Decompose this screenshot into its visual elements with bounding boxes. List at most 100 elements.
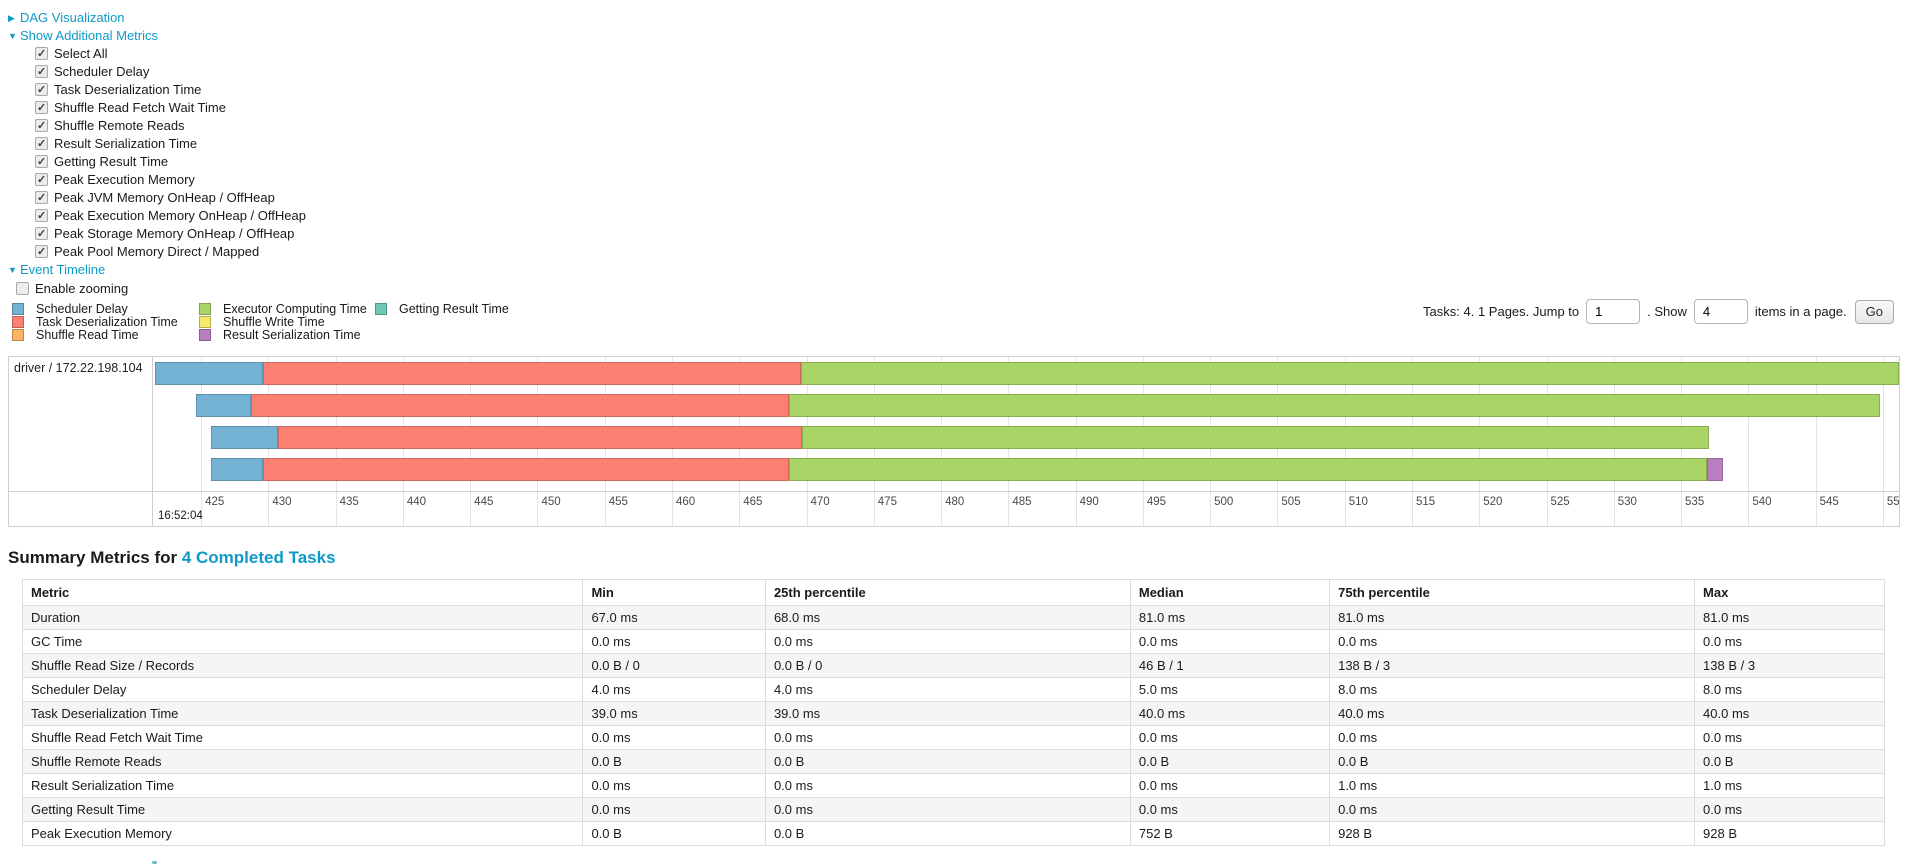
summary-table-cell: 1.0 ms (1694, 773, 1885, 798)
summary-table-row: Result Serialization Time 0.0 ms 0.0 ms 0.0… (21, 773, 1885, 798)
metric-checkbox-row: Task Deserialization Time (8, 81, 1907, 99)
axis-gridline (1882, 357, 1884, 526)
summary-table-cell: 0.0 ms (764, 797, 1131, 822)
metric-checkbox[interactable] (35, 207, 48, 225)
legend-item-executor_computing: Executor Computing Time (199, 302, 367, 316)
axis-gridline (1748, 357, 1750, 526)
legend-item-scheduler_delay: Scheduler Delay (12, 302, 178, 316)
dag-visualization-link[interactable]: DAG Visualization (20, 10, 125, 25)
jump-to-page-input[interactable] (1586, 299, 1641, 324)
task-segment-executor_computing[interactable] (801, 362, 1899, 385)
metric-checkbox-label: Peak Pool Memory Direct / Mapped (54, 244, 260, 259)
summary-table-cell: 39.0 ms (764, 701, 1131, 726)
task-segment-task_deserialization[interactable] (262, 362, 802, 385)
completed-tasks-link[interactable]: 4 Completed Tasks (181, 548, 336, 567)
axis-tick-label: 540 (1752, 496, 1772, 508)
summary-table-cell: 0.0 ms (764, 725, 1131, 750)
summary-table-cell: 0.0 B (1329, 749, 1696, 774)
axis-tick-label: 450 (541, 496, 561, 508)
summary-table-cell: 928 B (1694, 821, 1885, 846)
event-timeline-link[interactable]: Event Timeline (20, 262, 106, 277)
chevron-right-icon: ▶ (8, 13, 15, 23)
summary-metrics-table: Metric Min 25th percentile Median 75th perce… (21, 579, 1885, 846)
metric-checkbox-label: Shuffle Remote Reads (54, 118, 185, 133)
summary-table-cell: 5.0 ms (1129, 677, 1331, 702)
summary-column-header: 25th percentile (764, 579, 1131, 606)
event-timeline-chart: driver / 172.22.198.104 425 430 435 440 445 4… (8, 356, 1900, 527)
task-segment-task_deserialization[interactable] (250, 394, 790, 417)
task-segment-scheduler_delay[interactable] (210, 458, 263, 481)
axis-tick-label: 435 (339, 496, 359, 508)
legend-label: Result Serialization Time (223, 328, 361, 343)
section-show-additional-metrics[interactable]: ▼ Show Additional Metrics (8, 27, 1907, 45)
task-segment-scheduler_delay[interactable] (195, 394, 251, 417)
summary-column-header: Metric (21, 579, 584, 606)
legend-item-result_serialization: Result Serialization Time (199, 328, 367, 343)
metric-checkbox[interactable] (35, 171, 48, 189)
summary-table-cell: 0.0 ms (764, 773, 1131, 798)
summary-table-cell: Peak Execution Memory (21, 821, 584, 846)
metric-checkbox[interactable] (35, 135, 48, 153)
metric-checkbox[interactable] (35, 189, 48, 207)
task-segment-executor_computing[interactable] (789, 458, 1707, 481)
summary-table-cell: 0.0 B (1129, 749, 1331, 774)
task-bar[interactable] (154, 458, 1899, 481)
section-dag-visualization[interactable]: ▶ DAG Visualization (8, 9, 1907, 27)
task-segment-executor_computing[interactable] (789, 394, 1881, 417)
metric-checkbox[interactable] (35, 81, 48, 99)
legend-label: Shuffle Read Time (36, 328, 139, 343)
task-bar[interactable] (154, 394, 1899, 417)
controls-section: ▶ DAG Visualization ▼ Show Additional Metr… (0, 0, 1907, 298)
axis-tick-label: 530 (1617, 496, 1637, 508)
show-additional-metrics-link[interactable]: Show Additional Metrics (20, 28, 159, 43)
summary-table-cell: Getting Result Time (21, 797, 584, 822)
task-segment-result_serialization[interactable] (1706, 458, 1723, 481)
enable-zooming-checkbox[interactable] (16, 282, 29, 295)
legend-column: Scheduler Delay Task Deserialization Time… (12, 302, 178, 342)
axis-tick-label: 525 (1550, 496, 1570, 508)
legend-swatch-icon (199, 329, 211, 342)
summary-column-header: Max (1694, 579, 1885, 606)
summary-table-cell: 0.0 ms (764, 629, 1131, 654)
summary-table-cell: 0.0 B / 0 (582, 653, 766, 678)
axis-gridline (201, 357, 203, 526)
metric-checkbox[interactable] (35, 225, 48, 243)
section-event-timeline[interactable]: ▼ Event Timeline (8, 261, 1907, 279)
summary-table-cell: Result Serialization Time (21, 773, 584, 798)
metric-checkbox-label: Peak Execution Memory (54, 172, 195, 187)
go-button[interactable]: Go (1854, 299, 1894, 324)
summary-table-cell: 0.0 B (582, 749, 766, 774)
axis-tick-label: 470 (810, 496, 830, 508)
task-segment-task_deserialization[interactable] (262, 458, 790, 481)
metric-checkbox[interactable] (35, 243, 48, 261)
summary-table-cell: 0.0 B (1694, 749, 1885, 774)
axis-tick-label: 535 (1685, 496, 1705, 508)
summary-table-cell: 0.0 ms (1694, 725, 1885, 750)
metric-checkbox-label: Task Deserialization Time (54, 82, 202, 97)
task-segment-executor_computing[interactable] (802, 426, 1710, 449)
timeline-plot: 425 430 435 440 445 450 455 460 465 470 475 480 485 4… (154, 357, 1899, 526)
task-bar[interactable] (154, 426, 1899, 449)
enable-zooming-label: Enable zooming (35, 281, 129, 296)
summary-table-cell: 0.0 B / 0 (764, 653, 1131, 678)
task-segment-task_deserialization[interactable] (277, 426, 803, 449)
legend-item-getting_result: Getting Result Time (375, 302, 509, 316)
summary-table-cell: 8.0 ms (1694, 677, 1885, 702)
legend-swatch-icon (199, 302, 211, 315)
metric-checkbox[interactable] (35, 117, 48, 135)
task-segment-scheduler_delay[interactable] (155, 362, 263, 385)
metric-checkbox[interactable] (35, 153, 48, 171)
metric-checkbox[interactable] (35, 99, 48, 117)
metric-checkbox[interactable] (35, 45, 48, 63)
axis-tick-label: 500 (1214, 496, 1234, 508)
summary-table-cell: 928 B (1329, 821, 1696, 846)
metric-checkbox-row: Peak Storage Memory OnHeap / OffHeap (8, 225, 1907, 243)
axis-tick-label: 475 (877, 496, 897, 508)
legend-label: Shuffle Write Time (223, 315, 325, 330)
metric-checkbox-label: Scheduler Delay (54, 64, 150, 79)
metric-checkbox[interactable] (35, 63, 48, 81)
summary-table-cell: 0.0 ms (582, 629, 766, 654)
task-segment-scheduler_delay[interactable] (210, 426, 278, 449)
items-per-page-input[interactable] (1693, 299, 1748, 324)
task-bar[interactable] (154, 362, 1899, 385)
